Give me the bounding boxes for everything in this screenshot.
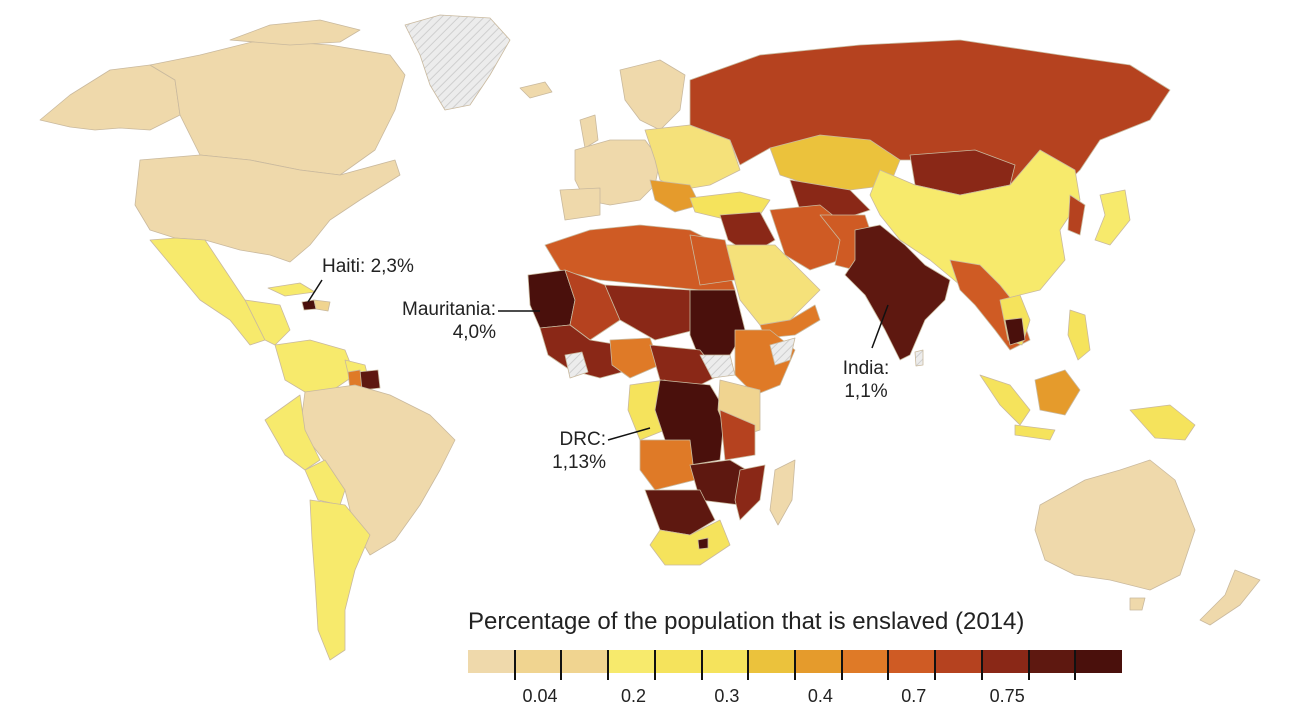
region-china — [869, 149, 1081, 301]
region-scandinavia — [619, 59, 686, 131]
callout-mauritania-label: Mauritania: — [402, 299, 496, 320]
region-south-africa — [649, 519, 731, 566]
region-philippines — [1067, 309, 1091, 361]
callout-india: India: 1,1% — [826, 357, 906, 403]
legend-swatch — [561, 650, 609, 673]
region-namibia-botswana — [644, 489, 716, 536]
legend-swatch — [514, 650, 562, 673]
region-mexico — [149, 237, 266, 346]
legend-swatch — [888, 650, 936, 673]
region-madagascar — [769, 459, 796, 526]
region-argentina-chile — [309, 499, 371, 661]
legend-tick — [747, 650, 750, 680]
region-uk — [579, 114, 599, 149]
region-borneo — [1034, 369, 1081, 416]
region-alaska — [39, 64, 181, 131]
callout-mauritania-value: 4,0% — [452, 322, 496, 343]
region-usa — [134, 154, 401, 263]
region-arabia — [724, 244, 821, 326]
region-java — [1014, 424, 1056, 441]
legend-tick-label: 0.2 — [620, 686, 647, 706]
callout-drc-label: DRC: — [559, 429, 606, 450]
legend-tick — [1074, 650, 1077, 680]
legend-color-scale — [468, 650, 1123, 673]
region-cuba — [267, 282, 316, 297]
region-tasmania — [1129, 597, 1146, 611]
region-balkans — [649, 179, 701, 213]
region-dominican-republic — [313, 299, 331, 312]
region-iberia — [559, 187, 601, 221]
region-bolivia — [304, 459, 346, 506]
legend-tick — [934, 650, 937, 680]
legend-tick — [653, 650, 656, 680]
region-korea-japan — [1067, 194, 1086, 236]
legend-tick-label: 0.7 — [901, 686, 927, 706]
legend-swatch — [1075, 650, 1123, 673]
legend-swatch — [748, 650, 796, 673]
legend-swatch — [841, 650, 889, 673]
legend-tick — [513, 650, 516, 680]
legend-tick — [560, 650, 563, 680]
region-mozambique — [734, 464, 766, 521]
legend-tick — [887, 650, 890, 680]
region-egypt — [689, 234, 736, 286]
region-new-guinea — [1129, 404, 1196, 441]
region-niger-chad — [604, 284, 696, 341]
callout-haiti-label: Haiti: 2,3% — [322, 256, 414, 277]
region-nigeria — [609, 337, 661, 379]
callout-india-value: 1,1% — [844, 381, 888, 402]
callout-haiti: Haiti: 2,3% — [322, 255, 414, 278]
legend-tick — [700, 650, 703, 680]
legend-swatch — [1028, 650, 1076, 673]
region-australia — [1034, 459, 1196, 591]
legend-tick-label: 0.04 — [522, 686, 558, 706]
legend-swatch — [654, 650, 702, 673]
legend-tick — [1027, 650, 1030, 680]
legend-swatch — [935, 650, 982, 673]
legend-tick — [980, 650, 983, 680]
region-canada-arctic — [229, 19, 361, 46]
legend-tick — [794, 650, 796, 680]
region-peru-ecuador — [264, 394, 321, 471]
region-iceland — [519, 81, 553, 99]
legend-swatch — [981, 650, 1029, 673]
region-sierra-leone-liberia — [564, 351, 589, 379]
legend-swatch — [608, 650, 655, 673]
region-new-zealand — [1199, 569, 1261, 626]
legend-title: Percentage of the population that is ens… — [468, 608, 1025, 635]
region-somalia — [769, 337, 796, 366]
legend-tick — [607, 650, 610, 680]
region-cambodia — [1004, 317, 1026, 346]
region-sri-lanka — [914, 349, 924, 367]
legend-swatch — [468, 650, 515, 673]
region-tanzania — [719, 409, 756, 461]
legend-swatch — [701, 650, 749, 673]
region-ethiopia-somalia — [734, 329, 796, 396]
haiti-pointer — [307, 279, 323, 303]
region-india — [844, 224, 951, 361]
region-greenland — [404, 14, 511, 111]
callout-mauritania: Mauritania: 4,0% — [360, 298, 496, 344]
legend-swatch — [795, 650, 842, 673]
region-colombia-venezuela — [274, 339, 356, 393]
callout-india-label: India: — [842, 358, 890, 379]
legend-tick — [840, 650, 843, 680]
legend-tick-label: 0.4 — [807, 686, 833, 706]
legend-tick-label: 0.75 — [989, 686, 1025, 706]
region-lesotho — [697, 537, 709, 550]
region-sumatra — [979, 374, 1031, 426]
callout-drc-value: 1,13% — [552, 452, 606, 473]
region-south-sudan — [699, 354, 736, 379]
region-canada — [149, 39, 406, 176]
region-central-america — [244, 299, 291, 346]
region-angola — [639, 439, 696, 491]
region-japan — [1094, 189, 1131, 246]
india-pointer — [871, 304, 889, 349]
legend-tick-label: 0.3 — [714, 686, 740, 706]
callout-drc: DRC: 1,13% — [520, 428, 606, 474]
drc-pointer — [607, 427, 651, 441]
region-gabon-congo — [627, 379, 666, 441]
